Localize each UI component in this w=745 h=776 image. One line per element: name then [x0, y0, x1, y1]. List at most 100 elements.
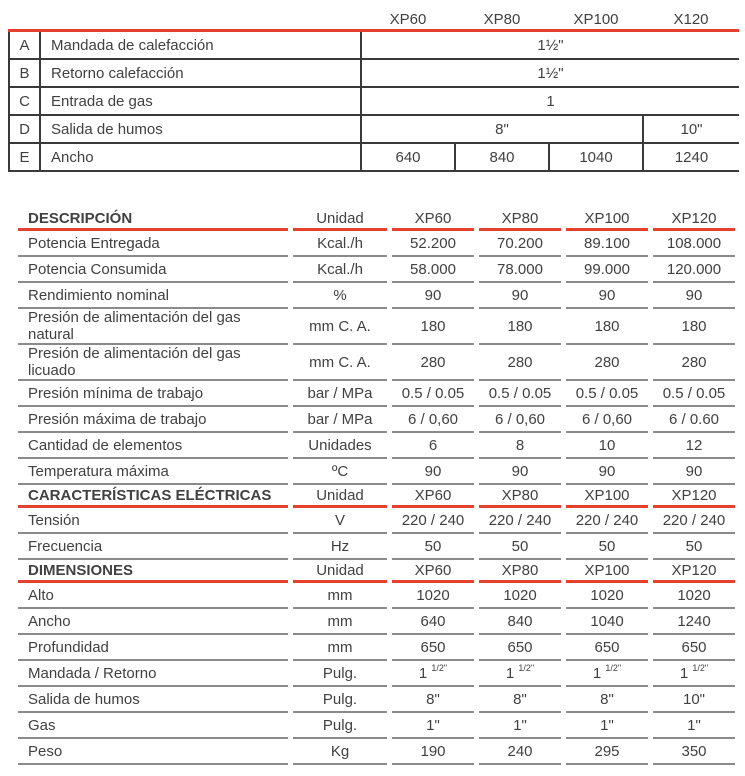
spec-row-value: 8" [479, 687, 561, 713]
spec-row-value: 180 [479, 309, 561, 345]
spec-row-unit: % [293, 283, 387, 309]
spec-row-unit: bar / MPa [293, 407, 387, 433]
row-value: 10" [642, 115, 739, 144]
spec-row-label: Peso [18, 739, 288, 765]
spec-row-value: 6 / 0,60 [566, 407, 648, 433]
spec-row-value: 1040 [566, 609, 648, 635]
spec-section-header-row: DIMENSIONES Unidad XP60 XP80 XP100 XP120 [18, 560, 735, 583]
row-label: Salida de humos [40, 115, 362, 144]
spec-row-label: Temperatura máxima [18, 459, 288, 485]
unit-column-header: Unidad [293, 485, 387, 508]
spec-row-unit: Pulg. [293, 713, 387, 739]
spec-row-value: 90 [653, 283, 735, 309]
spec-row-value: 1020 [392, 583, 474, 609]
connections-row: B Retorno calefacción 1½" [8, 59, 739, 88]
model-column-header: XP80 [455, 9, 549, 32]
spec-row: Cantidad de elementos Unidades 6 8 10 12 [18, 433, 735, 459]
spec-row-unit: mm [293, 635, 387, 661]
model-column-header: X120 [643, 9, 739, 32]
spec-row-value: 6 / 0.60 [653, 407, 735, 433]
spec-row-value: 650 [392, 635, 474, 661]
spec-row-value: 1020 [479, 583, 561, 609]
spec-row-value: 50 [479, 534, 561, 560]
spec-row-value: 220 / 240 [653, 508, 735, 534]
spec-row: Frecuencia Hz 50 50 50 50 [18, 534, 735, 560]
spec-row: Ancho mm 640 840 1040 1240 [18, 609, 735, 635]
spec-row-value: 90 [479, 459, 561, 485]
connections-row: E Ancho 640 840 1040 1240 [8, 143, 739, 172]
row-value: 1240 [642, 143, 739, 172]
spec-row-value: 220 / 240 [566, 508, 648, 534]
spec-row-value: 90 [653, 459, 735, 485]
model-column-header: XP100 [549, 9, 643, 32]
spec-row: Potencia Entregada Kcal./h 52.200 70.200 89.… [18, 231, 735, 257]
spec-row-value: 90 [566, 459, 648, 485]
row-letter: B [8, 59, 41, 88]
spec-row-value: 6 / 0,60 [479, 407, 561, 433]
spec-row-value: 1020 [653, 583, 735, 609]
spec-row-label: Presión máxima de trabajo [18, 407, 288, 433]
spec-row-value: 90 [392, 283, 474, 309]
spec-row-value: 99.000 [566, 257, 648, 283]
spec-row: Mandada / Retorno Pulg. 1 1/2" 1 1/2" 1 1/2"… [18, 661, 735, 687]
spec-row-label: Cantidad de elementos [18, 433, 288, 459]
spec-row-value: 180 [653, 309, 735, 345]
spec-row-label: Tensión [18, 508, 288, 534]
spec-row-value: 240 [479, 739, 561, 765]
model-column-header: XP100 [566, 208, 648, 231]
spec-row-value: 280 [566, 345, 648, 381]
row-label: Retorno calefacción [40, 59, 362, 88]
spec-row-value: 280 [653, 345, 735, 381]
spec-row-value: 6 / 0,60 [392, 407, 474, 433]
spec-row-label: Ancho [18, 609, 288, 635]
spec-row-unit: V [293, 508, 387, 534]
spec-row-value: 50 [566, 534, 648, 560]
section-title: DIMENSIONES [18, 560, 288, 583]
spec-row-label: Presión de alimentación del gas licuado [18, 345, 288, 381]
spec-row: Presión mínima de trabajo bar / MPa 0.5 / … [18, 381, 735, 407]
spec-row-unit: ºC [293, 459, 387, 485]
spec-row-label: Potencia Entregada [18, 231, 288, 257]
connections-row: D Salida de humos 8" 10" [8, 115, 739, 144]
spec-row-unit: bar / MPa [293, 381, 387, 407]
spec-row-value: 89.100 [566, 231, 648, 257]
spec-row-unit: mm C. A. [293, 345, 387, 381]
spec-row-value: 180 [392, 309, 474, 345]
model-column-header: XP120 [653, 560, 735, 583]
spec-row-value: 1 1/2" [479, 661, 561, 687]
model-column-header: XP60 [361, 9, 455, 32]
connections-label-blank [40, 9, 361, 32]
unit-column-header: Unidad [293, 208, 387, 231]
spec-row-value: 90 [479, 283, 561, 309]
model-column-header: XP80 [479, 485, 561, 508]
row-value: 1½" [361, 59, 739, 88]
row-value: 840 [454, 143, 549, 172]
spec-row-value: 12 [653, 433, 735, 459]
spec-row-unit: Kcal./h [293, 231, 387, 257]
spec-row-label: Salida de humos [18, 687, 288, 713]
spec-row-unit: Pulg. [293, 687, 387, 713]
spec-row-label: Profundidad [18, 635, 288, 661]
connections-table: XP60 XP80 XP100 X120 A Mandada de calefacció… [8, 9, 739, 172]
connections-header-row: XP60 XP80 XP100 X120 [9, 9, 739, 32]
row-letter: D [8, 115, 41, 144]
spec-row-unit: Pulg. [293, 661, 387, 687]
spec-row: Peso Kg 190 240 295 350 [18, 739, 735, 765]
spec-row-label: Mandada / Retorno [18, 661, 288, 687]
spec-row-value: 90 [392, 459, 474, 485]
spec-row-label: Frecuencia [18, 534, 288, 560]
spec-row-unit: Kg [293, 739, 387, 765]
fraction-superscript: 1/2" [605, 663, 622, 673]
datasheet-page: XP60 XP80 XP100 X120 A Mandada de calefacció… [0, 9, 745, 765]
spec-row: Salida de humos Pulg. 8" 8" 8" 10" [18, 687, 735, 713]
spec-row-value: 90 [566, 283, 648, 309]
spec-row-value: 120.000 [653, 257, 735, 283]
specifications-table-body: DESCRIPCIÓN Unidad XP60 XP80 XP100 XP120 Poten… [18, 208, 735, 765]
row-label: Mandada de calefacción [40, 30, 362, 60]
spec-row-value: 295 [566, 739, 648, 765]
spec-row-label: Gas [18, 713, 288, 739]
spec-row-value: 640 [392, 609, 474, 635]
spec-row-value: 1" [566, 713, 648, 739]
spec-row: Alto mm 1020 1020 1020 1020 [18, 583, 735, 609]
row-letter: C [8, 87, 41, 116]
